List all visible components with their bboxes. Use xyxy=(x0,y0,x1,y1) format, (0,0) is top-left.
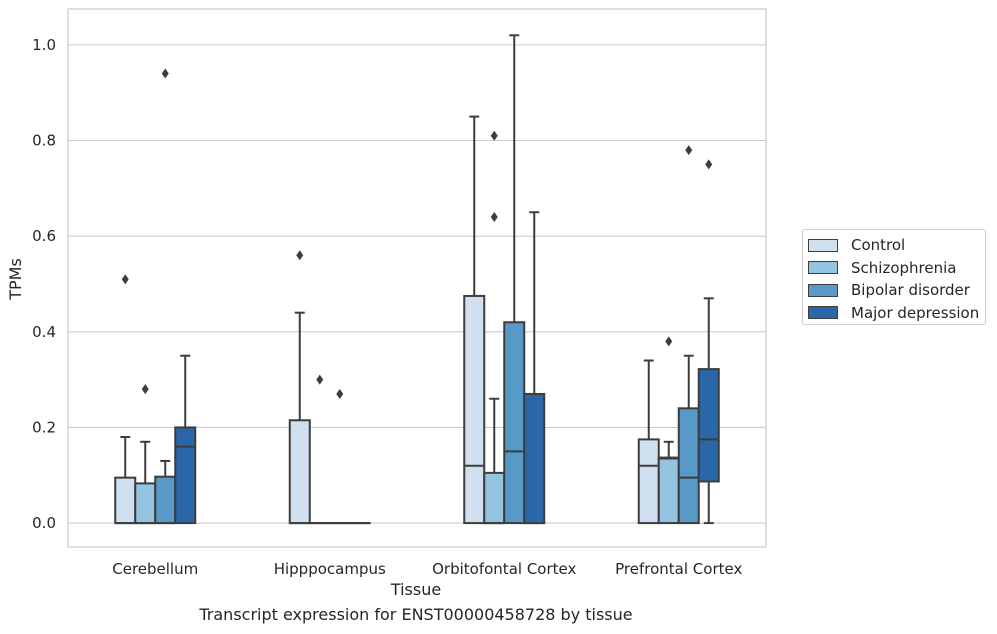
y-tick-label: 0.4 xyxy=(32,323,56,341)
box xyxy=(134,482,157,525)
outlier-point xyxy=(490,212,498,223)
box xyxy=(288,419,311,525)
outlier-point xyxy=(665,336,673,347)
legend-item-bipolar-disorder: Bipolar disorder xyxy=(808,279,985,302)
outlier-point xyxy=(141,384,149,395)
x-axis-label: Tissue xyxy=(390,580,441,599)
box xyxy=(174,426,197,525)
box xyxy=(657,456,680,525)
legend-label-bipolar-disorder: Bipolar disorder xyxy=(851,281,970,300)
y-tick-label: 1.0 xyxy=(32,36,56,54)
legend-label-major-depression: Major depression xyxy=(851,303,980,322)
x-tick-label: Prefrontal Cortex xyxy=(615,560,742,578)
y-tick-label: 0.2 xyxy=(32,418,56,436)
legend-swatch-major-depression xyxy=(808,306,838,320)
box xyxy=(463,294,486,525)
y-tick-label: 0.6 xyxy=(32,227,56,245)
outlier-point xyxy=(705,159,713,170)
x-tick-label: Hipppocampus xyxy=(274,560,386,578)
x-tick-label: Orbitofontal Cortex xyxy=(432,560,576,578)
outlier-point xyxy=(685,145,693,156)
series-major-depression xyxy=(174,159,720,525)
legend: Control Schizophrenia Bipolar disorder M… xyxy=(802,229,986,325)
y-axis-label: TPMs xyxy=(6,258,25,301)
box xyxy=(114,476,137,525)
legend-label-schizophrenia: Schizophrenia xyxy=(851,258,957,277)
y-tick-labels: 0.0 0.2 0.4 0.6 0.8 1.0 xyxy=(32,36,56,532)
legend-swatch-bipolar-disorder xyxy=(808,283,838,297)
box xyxy=(697,368,720,483)
outlier-point xyxy=(336,388,344,399)
legend-item-major-depression: Major depression xyxy=(808,302,985,325)
legend-label-control: Control xyxy=(851,236,906,255)
legend-swatch-schizophrenia xyxy=(808,261,838,275)
box xyxy=(483,471,506,525)
box xyxy=(154,475,177,525)
series-schizophrenia xyxy=(134,130,680,525)
y-tick-label: 0.8 xyxy=(32,132,56,150)
legend-item-control: Control xyxy=(808,234,985,257)
y-tick-label: 0.0 xyxy=(32,514,56,532)
outlier-point xyxy=(161,68,169,79)
series-bipolar-disorder xyxy=(154,34,700,525)
box xyxy=(503,321,526,525)
box xyxy=(677,407,700,525)
box xyxy=(637,438,660,525)
outlier-point xyxy=(316,374,324,385)
x-tick-label: Cerebellum xyxy=(112,560,198,578)
outlier-point xyxy=(490,130,498,141)
x-tick-labels: Cerebellum Hipppocampus Orbitofontal Corte… xyxy=(112,560,742,578)
legend-swatch-control xyxy=(808,238,838,252)
plot-frame xyxy=(67,8,767,548)
legend-item-schizophrenia: Schizophrenia xyxy=(808,257,985,280)
chart-caption: Transcript expression for ENST0000045872… xyxy=(199,605,633,624)
outlier-point xyxy=(121,274,129,285)
box xyxy=(523,392,546,525)
box-groups xyxy=(114,34,720,525)
outlier-point xyxy=(296,250,304,261)
